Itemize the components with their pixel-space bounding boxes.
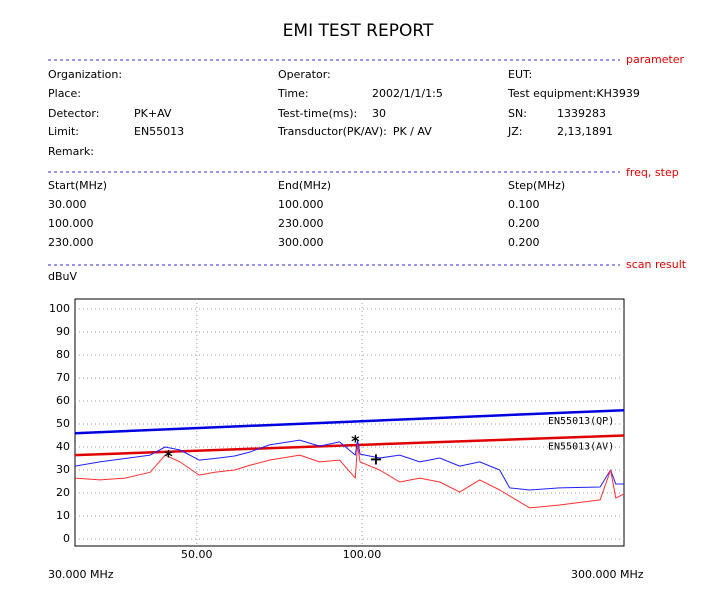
section-label: scan result (626, 258, 687, 271)
y-tick-label: 100 (49, 302, 70, 315)
table-cell: 100.000 (48, 217, 94, 230)
y-tick-label: 90 (56, 325, 70, 338)
series-line (74, 444, 625, 509)
y-tick-label: 50 (56, 417, 70, 430)
param-label: Remark: (48, 145, 94, 158)
param-label: JZ: (507, 125, 523, 138)
param-value: PK+AV (134, 107, 172, 120)
param-value: 30 (372, 107, 386, 120)
y-tick-label: 30 (56, 463, 70, 476)
param-label: Detector: (48, 107, 99, 120)
table-cell: 100.000 (278, 198, 324, 211)
table-header: Start(MHz) (48, 179, 107, 192)
table-cell: 30.000 (48, 198, 87, 211)
table-cell: 230.000 (278, 217, 324, 230)
plot-frame (74, 298, 625, 547)
table-cell: 300.000 (278, 236, 324, 249)
param-value: EN55013 (134, 125, 184, 138)
table-header: End(MHz) (278, 179, 331, 192)
report-title: EMI TEST REPORT (283, 21, 434, 41)
x-tick-label: 100.00 (343, 548, 382, 561)
param-label: Time: (277, 87, 309, 100)
param-value: PK / AV (393, 125, 432, 138)
param-value: 2002/1/1/1:5 (372, 87, 443, 100)
param-label: Organization: (48, 68, 122, 81)
y-tick-label: 0 (63, 532, 70, 545)
limit-label: EN55013(AV) (548, 442, 614, 453)
table-header: Step(MHz) (508, 179, 565, 192)
param-label: Transductor(PK/AV): (277, 125, 387, 138)
param-label: EUT: (508, 68, 532, 81)
marker: * (164, 447, 173, 466)
param-label: Place: (48, 87, 81, 100)
y-tick-label: 80 (56, 348, 70, 361)
param-label: Test equipment:KH3939 (507, 87, 640, 100)
table-cell: 0.200 (508, 217, 540, 230)
y-tick-label: 60 (56, 394, 70, 407)
marker: * (351, 432, 360, 451)
section-label: freq, step (626, 166, 679, 179)
series-line (74, 434, 625, 457)
series-line (74, 439, 624, 491)
param-label: Operator: (278, 68, 331, 81)
table-cell: 0.100 (508, 198, 540, 211)
marker: + (369, 450, 382, 469)
section-label: parameter (626, 53, 685, 66)
series-line (74, 408, 625, 435)
x-tick-label: 50.00 (181, 548, 213, 561)
param-value: 2,13,1891 (557, 125, 613, 138)
param-label: SN: (508, 107, 527, 120)
table-cell: 0.200 (508, 236, 540, 249)
y-tick-label: 20 (56, 486, 70, 499)
x-end-label: 300.000 MHz (571, 568, 644, 581)
y-tick-label: 70 (56, 371, 70, 384)
x-start-label: 30.000 MHz (48, 568, 114, 581)
y-unit: dBuV (48, 270, 78, 283)
table-cell: 230.000 (48, 236, 94, 249)
param-label: Test-time(ms): (277, 107, 357, 120)
y-tick-label: 10 (56, 509, 70, 522)
param-label: Limit: (48, 125, 79, 138)
y-tick-label: 40 (56, 440, 70, 453)
limit-label: EN55013(QP) (548, 416, 614, 427)
param-value: 1339283 (557, 107, 606, 120)
